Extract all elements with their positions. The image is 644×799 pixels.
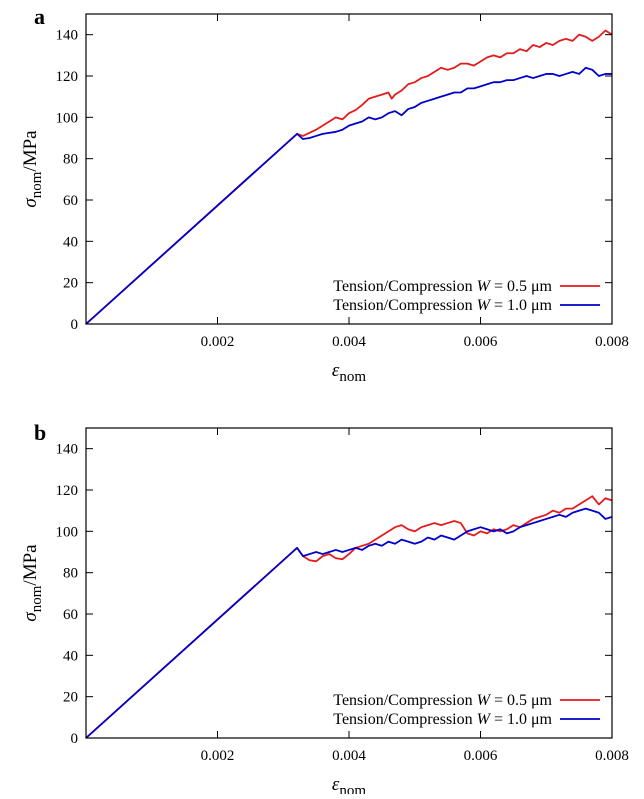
y-tick-label: 60 — [63, 193, 78, 209]
legend-label-2: Tension/Compression W = 1.0 μm — [333, 711, 552, 728]
y-tick-label: 60 — [63, 607, 78, 623]
y-tick-label: 40 — [63, 648, 78, 664]
y-tick-label: 20 — [63, 276, 78, 292]
x-axis-title: εnom — [332, 774, 367, 794]
x-tick-label: 0.006 — [464, 334, 498, 350]
series-line-2 — [85, 507, 613, 739]
x-tick-label: 0.004 — [332, 748, 366, 764]
y-tick-label: 80 — [63, 152, 78, 168]
y-tick-label: 120 — [56, 483, 79, 499]
legend-label-1: Tension/Compression W = 0.5 μm — [333, 278, 552, 295]
legend: Tension/Compression W = 0.5 μm Tension/Co… — [333, 278, 600, 314]
legend: Tension/Compression W = 0.5 μm Tension/Co… — [333, 692, 600, 728]
y-tick-label: 0 — [71, 317, 79, 333]
chart-panel-a: 0 20 40 60 80 100 120 140 0.002 0.004 0.006 0.008 εn… — [20, 4, 629, 385]
panel-label: b — [34, 420, 46, 445]
y-tick-label: 100 — [56, 110, 79, 126]
y-axis-title: σnom/MPa — [20, 544, 45, 622]
y-axis-title: σnom/MPa — [20, 130, 45, 208]
panel-label: a — [34, 4, 45, 29]
y-tick-label: 40 — [63, 234, 78, 250]
x-tick-label: 0.006 — [464, 748, 498, 764]
series-line-2 — [85, 66, 612, 325]
y-tick-label: 20 — [63, 690, 78, 706]
y-tick-label: 120 — [56, 69, 79, 85]
x-tick-label: 0.008 — [595, 334, 629, 350]
chart-panel-b: 0 20 40 60 80 100 120 140 0.002 0.004 0.006 0.008 εn… — [20, 420, 629, 799]
x-tick-label: 0.002 — [201, 748, 235, 764]
x-tick-label: 0.008 — [595, 748, 629, 764]
series-line-1 — [85, 495, 613, 739]
legend-label-2: Tension/Compression W = 1.0 μm — [333, 297, 552, 314]
x-tick-label: 0.002 — [201, 334, 235, 350]
y-tick-label: 140 — [56, 442, 79, 458]
y-tick-label: 100 — [56, 524, 79, 540]
x-axis-title: εnom — [332, 360, 367, 385]
x-tick-label: 0.004 — [332, 334, 366, 350]
y-tick-label: 80 — [63, 566, 78, 582]
y-tick-label: 140 — [56, 28, 79, 44]
legend-label-1: Tension/Compression W = 0.5 μm — [333, 692, 552, 709]
y-tick-label: 0 — [71, 731, 79, 747]
series-line-1 — [85, 29, 613, 325]
